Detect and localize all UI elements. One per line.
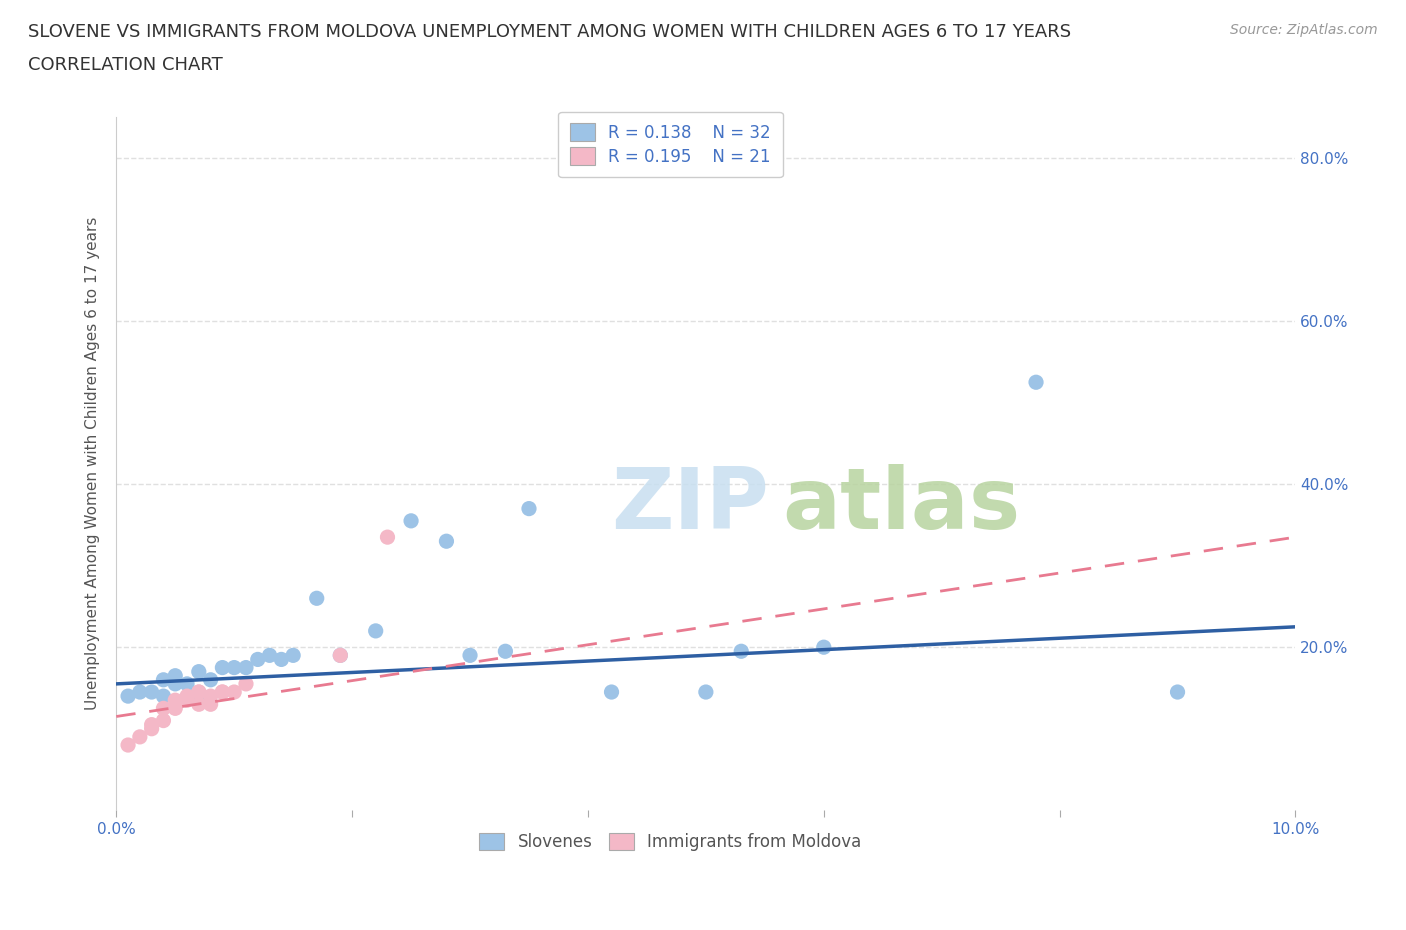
Point: [117, 737, 139, 752]
Point: [165, 693, 187, 708]
Text: ZIP: ZIP: [612, 464, 769, 547]
Point: [176, 693, 198, 708]
Y-axis label: Unemployment Among Women with Children Ages 6 to 17 years: Unemployment Among Women with Children A…: [86, 217, 100, 711]
Point: [165, 669, 187, 684]
Text: atlas: atlas: [783, 464, 1021, 547]
Point: [187, 684, 209, 699]
Point: [187, 684, 209, 699]
Point: [399, 513, 422, 528]
Text: Source: ZipAtlas.com: Source: ZipAtlas.com: [1230, 23, 1378, 37]
Point: [1167, 684, 1189, 699]
Point: [329, 648, 352, 663]
Point: [235, 676, 257, 691]
Text: CORRELATION CHART: CORRELATION CHART: [28, 56, 224, 73]
Point: [128, 729, 150, 744]
Legend: Slovenes, Immigrants from Moldova: Slovenes, Immigrants from Moldova: [472, 826, 869, 857]
Point: [200, 672, 222, 687]
Point: [329, 648, 352, 663]
Point: [176, 689, 198, 704]
Point: [281, 648, 304, 663]
Point: [730, 644, 752, 658]
Point: [517, 501, 540, 516]
Point: [152, 701, 174, 716]
Point: [270, 652, 292, 667]
Text: SLOVENE VS IMMIGRANTS FROM MOLDOVA UNEMPLOYMENT AMONG WOMEN WITH CHILDREN AGES 6: SLOVENE VS IMMIGRANTS FROM MOLDOVA UNEMP…: [28, 23, 1071, 41]
Point: [187, 664, 209, 679]
Point: [176, 676, 198, 691]
Point: [128, 684, 150, 699]
Point: [211, 684, 233, 699]
Point: [187, 697, 209, 711]
Point: [141, 684, 163, 699]
Point: [165, 676, 187, 691]
Point: [235, 660, 257, 675]
Point: [152, 672, 174, 687]
Point: [152, 689, 174, 704]
Point: [152, 713, 174, 728]
Point: [211, 660, 233, 675]
Point: [1025, 375, 1047, 390]
Point: [695, 684, 717, 699]
Point: [117, 689, 139, 704]
Point: [259, 648, 281, 663]
Point: [305, 591, 328, 605]
Point: [224, 684, 246, 699]
Point: [600, 684, 623, 699]
Point: [377, 530, 399, 545]
Point: [141, 717, 163, 732]
Point: [187, 689, 209, 704]
Point: [246, 652, 269, 667]
Point: [436, 534, 458, 549]
Point: [141, 722, 163, 737]
Point: [211, 684, 233, 699]
Point: [458, 648, 481, 663]
Point: [165, 701, 187, 716]
Point: [224, 660, 246, 675]
Point: [364, 623, 387, 638]
Point: [494, 644, 516, 658]
Point: [200, 697, 222, 711]
Point: [813, 640, 835, 655]
Point: [200, 689, 222, 704]
